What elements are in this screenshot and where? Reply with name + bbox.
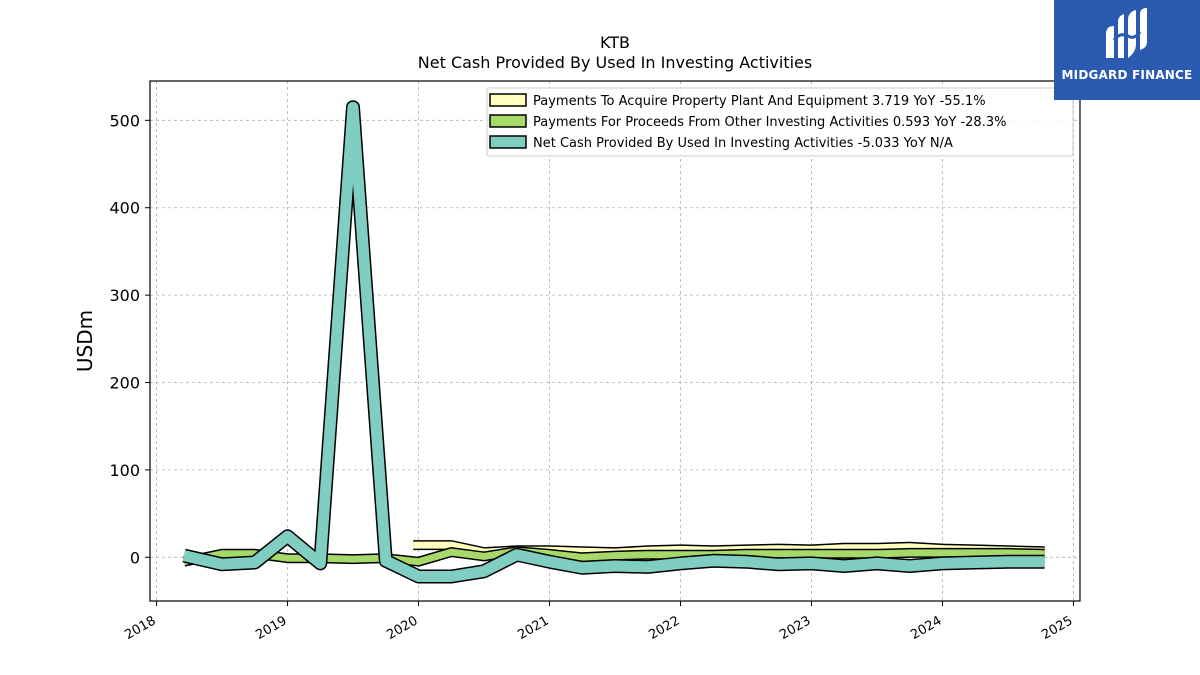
data-point bbox=[412, 544, 414, 546]
data-point bbox=[974, 552, 976, 554]
y-tick-label: 500 bbox=[109, 111, 140, 130]
data-point bbox=[974, 561, 976, 564]
data-point bbox=[876, 547, 878, 549]
legend-swatch-other bbox=[489, 114, 527, 128]
data-point bbox=[647, 554, 649, 556]
legend-swatch-ppe bbox=[489, 93, 527, 107]
data-point bbox=[614, 565, 616, 567]
data-point bbox=[483, 555, 485, 558]
data-point bbox=[909, 552, 911, 554]
series-outline bbox=[182, 100, 1045, 584]
data-point bbox=[876, 553, 878, 555]
y-tick-label: 0 bbox=[130, 548, 140, 567]
chart-subtitle: Net Cash Provided By Used In Investing A… bbox=[418, 53, 812, 72]
y-tick-label: 200 bbox=[109, 374, 140, 393]
data-point bbox=[548, 553, 551, 555]
data-point bbox=[712, 560, 714, 562]
data-point bbox=[876, 562, 878, 565]
data-point bbox=[417, 561, 420, 563]
data-point bbox=[647, 566, 649, 568]
plot-frame bbox=[149, 80, 1081, 602]
data-point bbox=[581, 567, 583, 569]
grid bbox=[150, 81, 1080, 601]
logo-mark-icon bbox=[1106, 8, 1147, 58]
data-point bbox=[286, 535, 289, 537]
y-axis-label: USDm bbox=[73, 310, 97, 372]
data-point bbox=[221, 563, 223, 565]
data-point bbox=[679, 554, 682, 556]
series-2 bbox=[182, 100, 1046, 584]
data-point bbox=[581, 556, 583, 558]
series-line bbox=[182, 101, 1045, 582]
data-point bbox=[843, 547, 845, 549]
data-point bbox=[941, 552, 944, 554]
data-point bbox=[450, 575, 452, 578]
data-point bbox=[941, 562, 944, 565]
data-point bbox=[810, 553, 813, 555]
x-tick-label: 2023 bbox=[777, 613, 813, 643]
data-point bbox=[581, 550, 583, 552]
y-tick-label: 100 bbox=[109, 461, 140, 480]
chart-title: KTB bbox=[600, 33, 630, 52]
legend-frame bbox=[486, 87, 1074, 157]
legend-label-ppe: Payments To Acquire Property Plant And E… bbox=[533, 94, 986, 109]
x-tick-label: 2020 bbox=[384, 613, 420, 643]
data-point bbox=[745, 553, 747, 555]
data-point bbox=[319, 562, 321, 565]
data-point bbox=[843, 553, 845, 555]
data-point bbox=[843, 565, 845, 567]
data-point bbox=[909, 565, 911, 567]
data-point bbox=[548, 561, 551, 563]
y-tick-label: 400 bbox=[109, 199, 140, 218]
series-layer bbox=[182, 100, 1046, 584]
data-point bbox=[286, 557, 289, 559]
legend-label-other: Payments For Proceeds From Other Investi… bbox=[533, 115, 1006, 130]
data-point bbox=[352, 558, 354, 560]
logo-text: MIDGARD FINANCE bbox=[1061, 68, 1193, 82]
x-tick-label: 2024 bbox=[908, 613, 944, 643]
x-tick-label: 2025 bbox=[1039, 613, 1075, 643]
y-axis: 0 100 200 300 400 500 bbox=[109, 111, 150, 567]
legend-swatch-net bbox=[489, 135, 527, 149]
data-point bbox=[1044, 561, 1046, 563]
data-point bbox=[417, 575, 420, 578]
data-point bbox=[385, 560, 387, 562]
x-tick-label: 2021 bbox=[515, 613, 551, 643]
data-point bbox=[1007, 552, 1009, 554]
midgard-finance-logo: MIDGARD FINANCE bbox=[1054, 0, 1200, 100]
data-point bbox=[450, 551, 452, 553]
data-point bbox=[254, 561, 256, 564]
data-point bbox=[778, 553, 780, 555]
legend-label-net: Net Cash Provided By Used In Investing A… bbox=[533, 136, 953, 151]
x-tick-label: 2018 bbox=[122, 613, 158, 643]
data-point bbox=[183, 555, 185, 557]
data-point bbox=[679, 562, 682, 565]
data-point bbox=[221, 553, 223, 555]
data-point bbox=[352, 106, 354, 108]
x-axis: 2018 2019 2020 2021 2022 2023 2024 2025 bbox=[122, 601, 1075, 643]
data-point bbox=[1044, 553, 1046, 555]
data-point bbox=[483, 570, 485, 572]
legend: Payments To Acquire Property Plant And E… bbox=[486, 87, 1074, 157]
data-point bbox=[450, 544, 452, 546]
data-point bbox=[614, 555, 616, 557]
data-point bbox=[1007, 561, 1009, 563]
data-point bbox=[778, 563, 780, 565]
data-point bbox=[745, 561, 747, 563]
y-tick-label: 300 bbox=[109, 286, 140, 305]
x-tick-label: 2019 bbox=[253, 613, 289, 643]
data-point bbox=[810, 562, 813, 565]
x-tick-label: 2022 bbox=[646, 613, 682, 643]
data-point bbox=[909, 546, 911, 548]
data-point bbox=[516, 554, 518, 556]
